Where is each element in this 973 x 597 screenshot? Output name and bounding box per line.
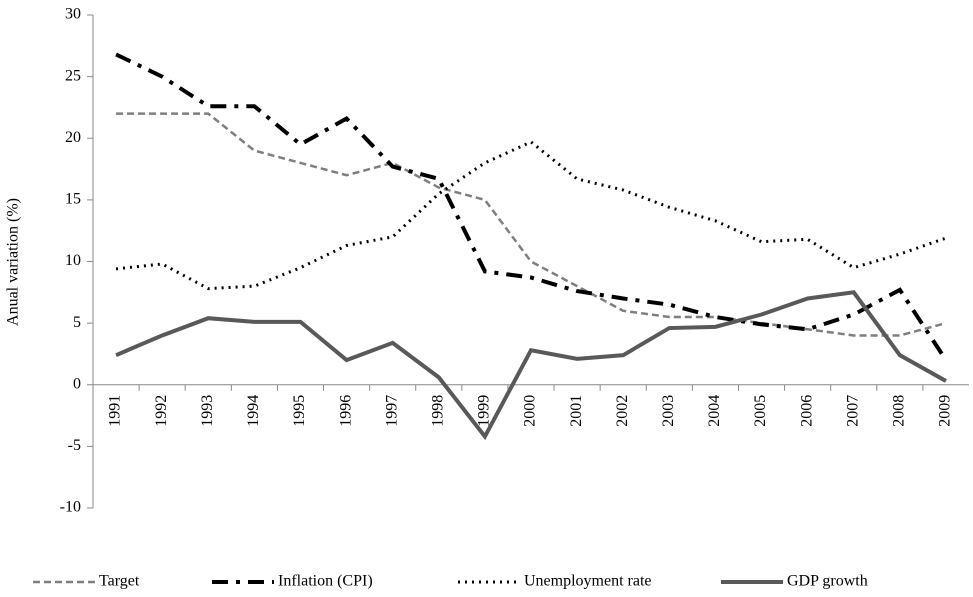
x-tick-label: 2009 <box>937 395 954 427</box>
x-tick-label: 1995 <box>291 395 308 427</box>
x-tick-label: 2008 <box>891 395 908 427</box>
y-tick-label: 0 <box>73 375 81 392</box>
x-tick-label: 2001 <box>568 395 585 427</box>
series-line <box>116 112 947 337</box>
y-tick-label: -10 <box>60 499 81 516</box>
y-tick-label: 30 <box>65 6 81 23</box>
x-tick-label: 2007 <box>844 395 861 427</box>
series-line <box>115 140 947 291</box>
series-line <box>115 290 947 441</box>
series-line <box>115 52 948 362</box>
x-tick-label: 2002 <box>614 395 631 427</box>
y-tick-label: 25 <box>65 67 81 84</box>
x-tick-label: 1996 <box>337 395 354 427</box>
x-tick-label: 2000 <box>522 395 539 427</box>
y-tick-label: 20 <box>65 129 81 146</box>
y-tick-label: 10 <box>65 252 81 269</box>
legend-label: Unemployment rate <box>524 573 652 590</box>
x-tick-label: 1997 <box>383 395 400 427</box>
x-tick-label: 2005 <box>752 395 769 427</box>
y-axis-label: Anual variation (%) <box>5 198 22 326</box>
x-tick-label: 1994 <box>245 395 262 427</box>
y-tick-label: 15 <box>65 191 81 208</box>
x-tick-label: 2003 <box>660 395 677 427</box>
y-tick-label: -5 <box>68 437 81 454</box>
x-tick-label: 2006 <box>798 395 815 427</box>
y-tick-label: 5 <box>73 314 81 331</box>
legend-label: Inflation (CPI) <box>278 573 373 590</box>
x-tick-label: 1991 <box>107 395 124 427</box>
legend-label: GDP growth <box>787 573 868 590</box>
x-tick-label: 1999 <box>476 395 493 427</box>
legend-label: Target <box>99 573 140 590</box>
x-tick-label: 1998 <box>429 395 446 427</box>
x-tick-label: 2004 <box>706 395 723 427</box>
x-tick-label: 1992 <box>153 395 170 427</box>
x-tick-label: 1993 <box>199 395 216 427</box>
